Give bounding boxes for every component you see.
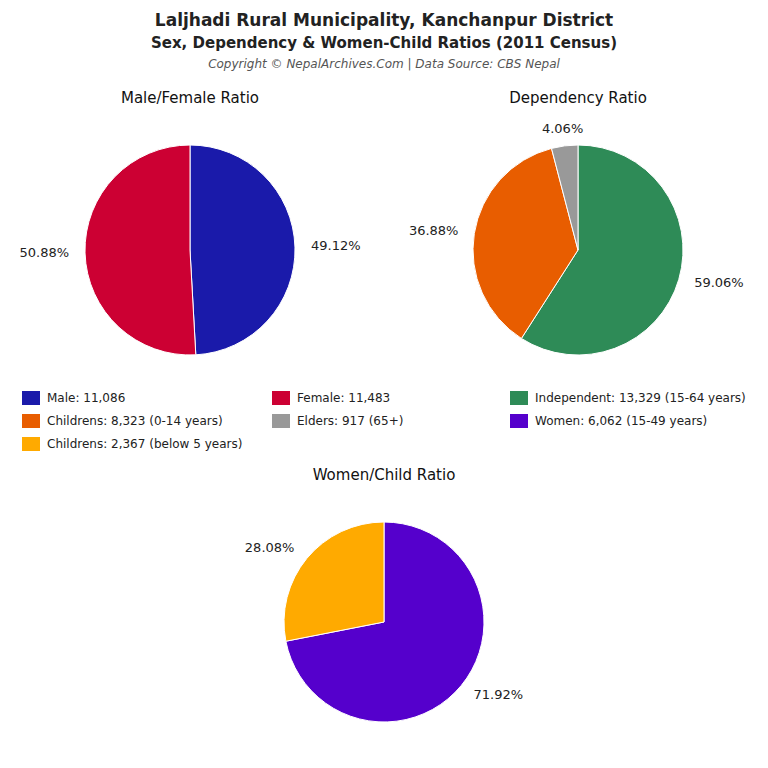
figure-title: Laljhadi Rural Municipality, Kanchanpur … xyxy=(155,10,613,30)
legend-swatch xyxy=(510,414,528,428)
figure: Laljhadi Rural Municipality, Kanchanpur … xyxy=(0,0,768,768)
data-label: 49.12% xyxy=(311,238,361,253)
legend: Male: 11,086 Female: 11,483 Independent: 1… xyxy=(22,391,746,452)
legend-swatch xyxy=(22,414,40,428)
pie-chart: Dependency Ratio 59.06% 36.88% 4.06% xyxy=(409,89,744,355)
legend-label: Independent: 13,329 (15-64 years) xyxy=(535,391,746,405)
pie-chart: Women/Child Ratio 71.92% 28.08% xyxy=(245,466,523,722)
pie-slice xyxy=(552,145,578,250)
chart-title: Male/Female Ratio xyxy=(121,89,259,107)
legend-swatch xyxy=(510,391,528,405)
annotation: Copyright © NepalArchives.Com | Data Sou… xyxy=(208,57,560,71)
data-label: 59.06% xyxy=(694,275,744,290)
pie-chart: Male/Female Ratio 49.12% 50.88% xyxy=(19,89,360,355)
legend-swatch xyxy=(272,391,290,405)
pie-slice xyxy=(85,145,196,355)
data-label: 50.88% xyxy=(19,245,69,260)
data-label: 36.88% xyxy=(409,223,459,238)
pie-slice xyxy=(284,522,384,641)
chart-title: Women/Child Ratio xyxy=(313,466,456,484)
legend-label: Female: 11,483 xyxy=(297,391,390,405)
pie-slice xyxy=(190,145,295,355)
legend-label: Elders: 917 (65+) xyxy=(297,414,403,428)
legend-swatch xyxy=(22,391,40,405)
data-label: 71.92% xyxy=(474,687,524,702)
legend-label: Women: 6,062 (15-49 years) xyxy=(535,414,707,428)
legend-label: Childrens: 2,367 (below 5 years) xyxy=(47,437,242,451)
background xyxy=(0,0,768,768)
chart-title: Dependency Ratio xyxy=(509,89,647,107)
legend-label: Male: 11,086 xyxy=(47,391,125,405)
figure-subtitle: Sex, Dependency & Women-Child Ratios (20… xyxy=(151,34,617,52)
legend-swatch xyxy=(22,437,40,451)
data-label: 28.08% xyxy=(245,540,295,555)
data-label: 4.06% xyxy=(542,121,583,136)
legend-label: Childrens: 8,323 (0-14 years) xyxy=(47,414,223,428)
legend-swatch xyxy=(272,414,290,428)
